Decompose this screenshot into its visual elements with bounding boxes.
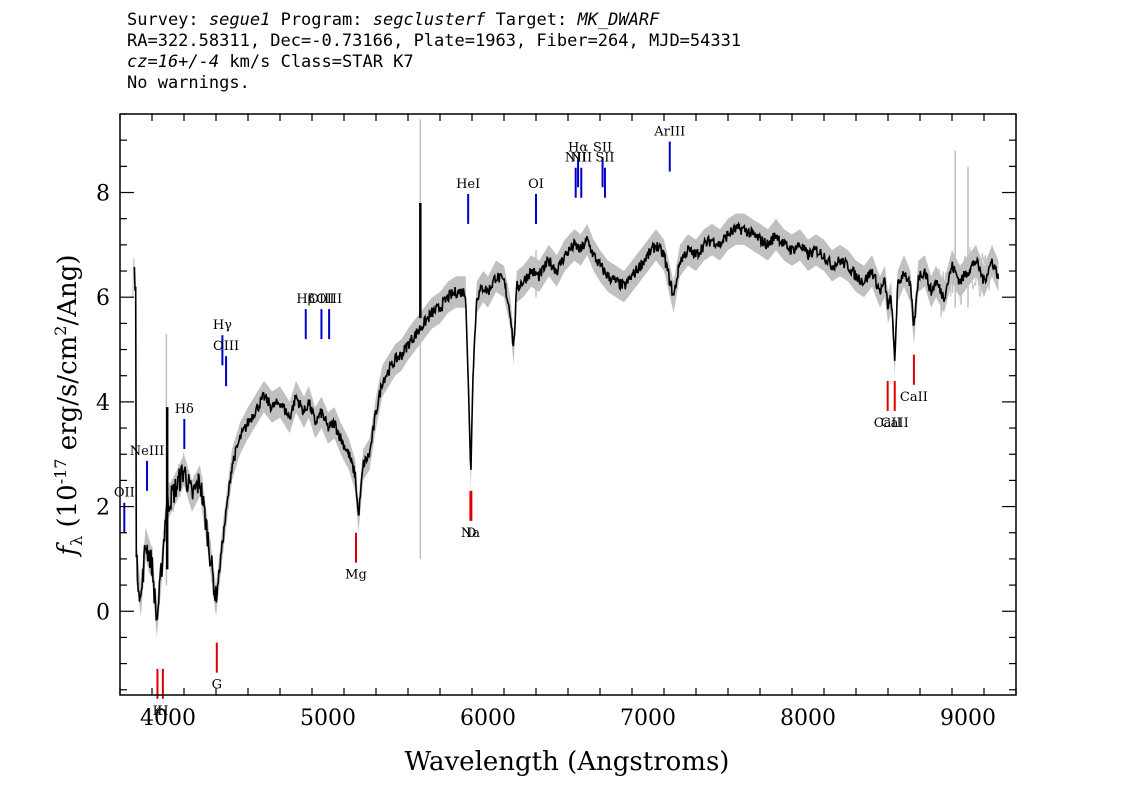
absorption-label-1: H <box>157 704 168 719</box>
absorption-label-8: CaII <box>900 390 928 405</box>
emission-label-2: Hδ <box>175 402 194 417</box>
program-value: segclusterf <box>372 10 486 30</box>
flux-layer <box>133 202 1000 621</box>
warnings-line: No warnings. <box>127 73 250 93</box>
x-tick-label-2: 6000 <box>460 706 516 731</box>
emission-label-6: OIII <box>308 292 334 307</box>
redshift-value: cz=16+/-4 <box>127 52 220 72</box>
redshift-unit: km/s <box>229 52 271 72</box>
absorption-label-0: K <box>153 704 163 719</box>
y-tick-label-4: 8 <box>96 182 110 207</box>
program-label: Program: <box>280 10 363 30</box>
header-line-3: cz=16+/-4 km/s Class=STAR K7 <box>127 52 741 73</box>
emission-label-13: SII <box>593 140 612 155</box>
y-tick-label-3: 6 <box>96 286 110 311</box>
y-label-unit2: erg/s/cm <box>53 336 83 459</box>
emission-label-5: Hβ <box>296 292 315 307</box>
x-tick-label-3: 7000 <box>620 706 676 731</box>
class-value: Class=STAR K7 <box>280 52 414 72</box>
absorption-label-6: CaII <box>874 416 902 431</box>
x-axis-label: Wavelength (Angstroms) <box>405 747 730 777</box>
emission-label-11: Hα <box>568 140 588 155</box>
emission-label-4: OIII <box>213 339 239 354</box>
header-line-2: RA=322.58311, Dec=-0.73166, Plate=1963, … <box>127 31 742 51</box>
y-label-sub: λ <box>67 536 86 546</box>
emission-label-15: ArIII <box>653 125 685 140</box>
absorption-label-2: G <box>212 678 222 693</box>
survey-value: segue1 <box>208 10 271 30</box>
x-tick-label-5: 9000 <box>940 706 996 731</box>
emission-label-8: HeI <box>456 177 480 192</box>
axes-layer: 4000 5000 6000 7000 8000 9000 0 2 4 6 8 <box>96 113 1017 731</box>
absorption-label-7: CaII <box>881 416 909 431</box>
emission-label-7: OIII <box>316 292 342 307</box>
emission-label-1: NeIII <box>130 444 164 459</box>
y-tick-label-2: 4 <box>96 391 110 416</box>
absorption-label-4: Na <box>461 526 480 541</box>
error-band-layer <box>132 119 999 638</box>
y-label-sq: 2 <box>51 326 70 336</box>
absorption-label-3: Mg <box>345 568 367 583</box>
emission-label-9: OI <box>528 177 544 192</box>
y-label-unit3: /Ang) <box>53 254 83 325</box>
flux-line <box>133 221 1000 621</box>
header-line-1: Survey: segue1 Program: segclusterf Targ… <box>127 10 741 31</box>
survey-label: Survey: <box>127 10 199 30</box>
spectrum-header: Survey: segue1 Program: segclusterf Targ… <box>127 10 741 94</box>
y-label-exp: -17 <box>51 459 70 485</box>
y-tick-label-1: 2 <box>96 496 110 521</box>
emission-label-14: SII <box>595 151 614 166</box>
target-label: Target: <box>495 10 568 30</box>
absorption-label-5: D <box>466 526 476 541</box>
x-tick-label-4: 8000 <box>780 706 836 731</box>
emission-label-10: NII <box>565 151 587 166</box>
y-tick-label-0: 0 <box>96 600 110 625</box>
y-axis-label: fλ (10-17 erg/s/cm2/Ang) <box>51 254 86 557</box>
emission-label-3: Hγ <box>213 318 232 333</box>
y-label-unit: (10 <box>53 484 83 536</box>
emission-label-0: OII <box>114 486 135 501</box>
x-tick-label-1: 5000 <box>300 706 356 731</box>
target-value: MK_DWARF <box>577 10 660 30</box>
emission-label-12: NII <box>570 151 592 166</box>
x-tick-label-0: 4000 <box>140 706 196 731</box>
